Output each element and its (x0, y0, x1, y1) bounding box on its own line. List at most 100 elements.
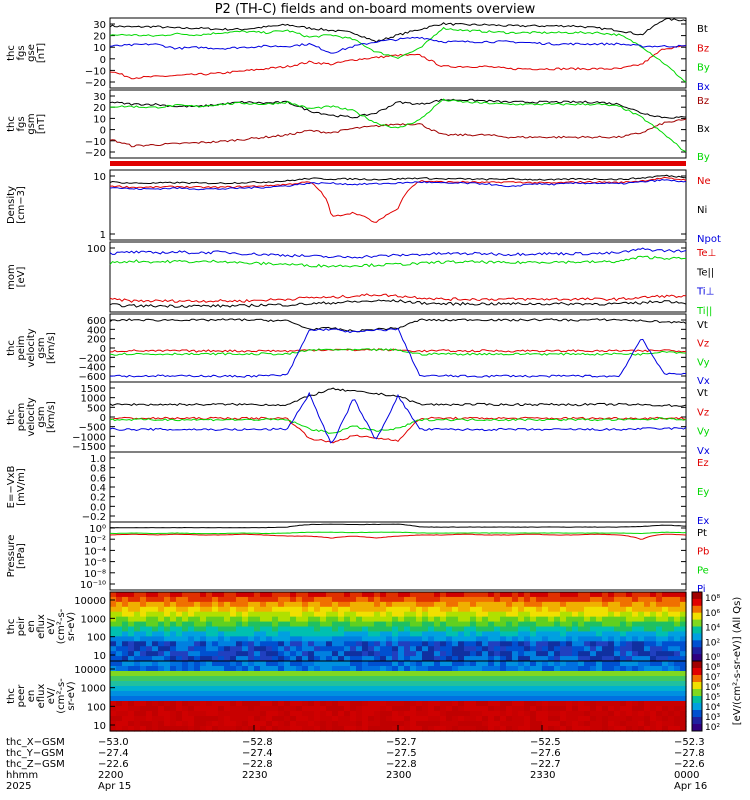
y-tick-label: −600 (79, 372, 106, 383)
y-tick-label: 10⁻⁸ (84, 569, 106, 580)
series-line-Npot (109, 178, 687, 191)
x-axis-value: −27.6 (530, 748, 561, 759)
y-tick-label: 0.0 (90, 502, 106, 513)
y-tick-label: 10 (93, 43, 106, 54)
series-line-Ti|| (109, 255, 687, 268)
x-axis-value: Apr 16 (674, 781, 707, 792)
colorbar-tick: 10⁸ (705, 594, 720, 604)
legend-Bx: Bx (697, 82, 710, 93)
y-tick-label: 1000 (81, 614, 106, 625)
y-tick-label: 10000 (74, 665, 106, 676)
series-line-Pe (110, 531, 687, 535)
x-axis-value: 2230 (242, 770, 267, 781)
y-tick-label: −500 (79, 423, 106, 434)
series-line-By (109, 98, 687, 153)
legend-Te⊥: Te⊥ (696, 248, 716, 259)
legend-Ey: Ey (697, 487, 709, 498)
y-tick-label: 1.0 (90, 454, 106, 465)
series-line-Ni (109, 174, 687, 185)
y-tick-label: 10⁻¹⁰ (80, 580, 106, 591)
y-tick-label: 20 (93, 103, 106, 114)
y-label-line: thc (6, 619, 17, 635)
y-label-line: [nT] (36, 43, 47, 63)
legend-Vy: Vy (697, 357, 710, 368)
legend-Ez: Ez (697, 458, 709, 469)
legend-Bt: Bt (697, 24, 708, 35)
y-label-line: (cm²-s- (56, 678, 67, 714)
x-axis-row-label: hhmm (6, 770, 38, 781)
legend-Vt: Vt (697, 388, 708, 399)
y-label-line: Density (6, 186, 17, 224)
y-tick-label: −10 (85, 137, 106, 148)
x-axis-value: −27.5 (386, 748, 417, 759)
legend-Bz: Bz (697, 96, 709, 107)
y-label-line: en (26, 620, 37, 633)
legend-Vz: Vz (697, 407, 709, 418)
x-axis-row-label: thc_X−GSM (6, 737, 65, 748)
legend-Pi: Pi (697, 584, 706, 595)
y-label-line: E=−VxB (6, 466, 17, 509)
y-label-line: sr-eV) (66, 612, 77, 641)
series-line-Vx (109, 391, 687, 444)
x-axis-value: −22.8 (242, 759, 273, 770)
y-tick-label: 30 (93, 20, 106, 31)
series-line-Bz (109, 45, 687, 80)
y-label-line: mom (6, 264, 17, 290)
legend-Ne: Ne (697, 176, 711, 187)
y-tick-label: 10⁻⁴ (84, 546, 106, 557)
panel-peir_en_eflux: thc peir en eflux eV/(cm²-s-sr-eV) 10000 1000 1… (6, 591, 687, 662)
y-label-line: peem (16, 403, 27, 431)
y-label-line: (cm²-s- (56, 608, 67, 644)
colorbar-tick: 10³ (705, 713, 720, 723)
y-label-line: Pressure (6, 535, 17, 578)
y-tick-label: 0.8 (90, 464, 106, 475)
y-tick-label: 10000 (74, 596, 106, 607)
y-tick-label: −20 (85, 78, 106, 89)
series-line-Te⊥ (109, 293, 687, 303)
y-label-line: [km/s] (46, 401, 57, 433)
y-label-line: eflux (36, 614, 47, 639)
panel-density: Density [cm−3] 10 1 Ne Ni Npot (6, 169, 721, 245)
y-tick-label: 400 (87, 325, 106, 336)
x-axis-value: 0000 (674, 770, 699, 781)
y-label-line: thc (6, 116, 17, 132)
colorbar-tick: 10⁰ (705, 653, 720, 663)
x-axis-value: 2200 (98, 770, 123, 781)
colorbar-tick: 10² (705, 723, 720, 733)
y-tick-label: 20 (93, 32, 106, 43)
y-tick-label: 0 (100, 344, 106, 355)
series-line-Pb (109, 533, 687, 540)
y-label-line: eV/ (46, 687, 57, 704)
y-tick-label: 30 (93, 92, 106, 103)
x-axis-row-label: thc_Y−GSM (6, 748, 64, 759)
series-line-Vy (109, 348, 687, 356)
y-tick-label: 0.2 (90, 493, 106, 504)
panel-peer_en_eflux: thc peer en eflux eV/(cm²-s-sr-eV) 10000 1000 1… (6, 660, 687, 732)
colorbar-tick: 10⁴ (705, 703, 720, 713)
y-label-line: velocity (26, 397, 37, 436)
series-line-Vt (109, 387, 687, 408)
y-tick-label: 10 (93, 172, 106, 183)
y-tick-label: 100 (87, 633, 106, 644)
y-label-line: velocity (26, 328, 37, 367)
y-label-line: gsm (36, 406, 47, 427)
y-tick-label: 10⁻² (84, 535, 106, 546)
x-axis-value: −22.8 (386, 759, 417, 770)
legend-Pe: Pe (697, 565, 709, 576)
y-tick-label: 10⁻⁶ (84, 558, 106, 569)
panel-frame (109, 89, 687, 159)
y-label-line: [nT] (36, 114, 47, 134)
y-tick-label: 100 (87, 244, 106, 255)
legend-Ni: Ni (697, 205, 707, 216)
legend-Ti⊥: Ti⊥ (696, 287, 714, 298)
y-tick-label: −1000 (72, 432, 106, 443)
x-axis-value: −52.3 (674, 737, 705, 748)
legend-Bz: Bz (697, 43, 709, 54)
legend-Ex: Ex (697, 516, 709, 527)
legend-By: By (697, 63, 710, 74)
colorbar-tick: 10⁴ (705, 624, 720, 634)
